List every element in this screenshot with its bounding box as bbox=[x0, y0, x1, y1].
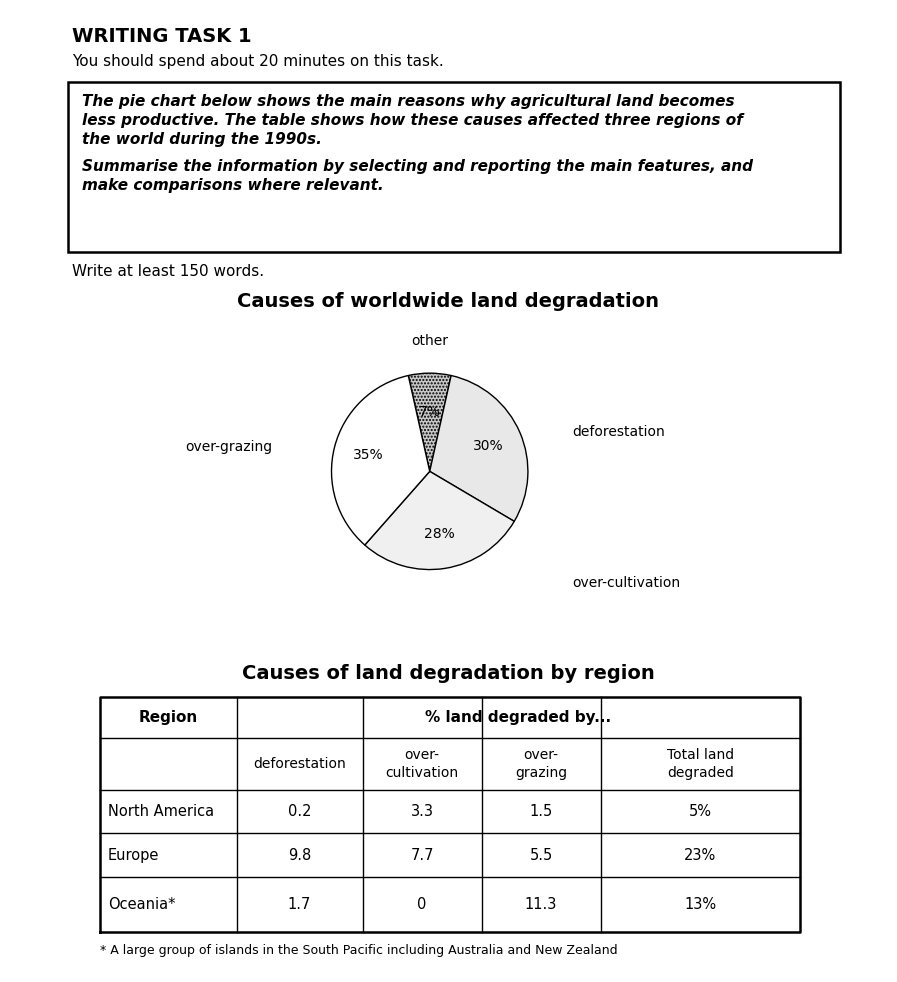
Text: Total land
degraded: Total land degraded bbox=[666, 748, 734, 780]
Text: Europe: Europe bbox=[108, 847, 160, 862]
Text: * A large group of islands in the South Pacific including Australia and New Zeal: * A large group of islands in the South … bbox=[100, 944, 618, 957]
Text: Causes of worldwide land degradation: Causes of worldwide land degradation bbox=[237, 292, 659, 311]
Wedge shape bbox=[365, 471, 514, 570]
Text: less productive. The table shows how these causes affected three regions of: less productive. The table shows how the… bbox=[82, 113, 743, 128]
Text: 3.3: 3.3 bbox=[411, 804, 433, 819]
Wedge shape bbox=[332, 375, 430, 545]
Text: 13%: 13% bbox=[684, 897, 717, 912]
Text: make comparisons where relevant.: make comparisons where relevant. bbox=[82, 178, 384, 193]
Text: Region: Region bbox=[139, 710, 198, 725]
Text: 0.2: 0.2 bbox=[288, 804, 311, 819]
Text: 23%: 23% bbox=[684, 847, 717, 862]
Text: 35%: 35% bbox=[353, 449, 383, 463]
Text: WRITING TASK 1: WRITING TASK 1 bbox=[72, 27, 252, 46]
Text: % land degraded by...: % land degraded by... bbox=[425, 710, 612, 725]
Text: The pie chart below shows the main reasons why agricultural land becomes: The pie chart below shows the main reaso… bbox=[82, 94, 735, 109]
Text: 11.3: 11.3 bbox=[525, 897, 557, 912]
Text: 1.5: 1.5 bbox=[529, 804, 553, 819]
Text: 1.7: 1.7 bbox=[288, 897, 311, 912]
Text: 0: 0 bbox=[417, 897, 427, 912]
Text: over-
cultivation: over- cultivation bbox=[386, 748, 458, 780]
Text: deforestation: deforestation bbox=[572, 425, 665, 439]
Text: 5%: 5% bbox=[689, 804, 711, 819]
Text: deforestation: deforestation bbox=[253, 757, 346, 771]
Text: 30%: 30% bbox=[473, 439, 503, 453]
Text: You should spend about 20 minutes on this task.: You should spend about 20 minutes on thi… bbox=[72, 54, 444, 69]
Text: 9.8: 9.8 bbox=[288, 847, 311, 862]
Wedge shape bbox=[430, 375, 528, 521]
Text: the world during the 1990s.: the world during the 1990s. bbox=[82, 132, 322, 147]
Text: North America: North America bbox=[108, 804, 214, 819]
Wedge shape bbox=[408, 373, 451, 471]
Text: Causes of land degradation by region: Causes of land degradation by region bbox=[241, 664, 655, 683]
Text: other: other bbox=[411, 334, 448, 348]
Text: 7.7: 7.7 bbox=[410, 847, 434, 862]
Text: over-cultivation: over-cultivation bbox=[572, 576, 680, 590]
Text: 7%: 7% bbox=[419, 406, 440, 419]
Text: Summarise the information by selecting and reporting the main features, and: Summarise the information by selecting a… bbox=[82, 159, 753, 174]
Text: over-
grazing: over- grazing bbox=[515, 748, 567, 780]
Text: Write at least 150 words.: Write at least 150 words. bbox=[72, 264, 264, 279]
Text: 5.5: 5.5 bbox=[529, 847, 553, 862]
Text: over-grazing: over-grazing bbox=[186, 440, 273, 454]
Bar bbox=[68, 82, 840, 252]
Text: 28%: 28% bbox=[424, 527, 455, 541]
Text: Oceania*: Oceania* bbox=[108, 897, 176, 912]
